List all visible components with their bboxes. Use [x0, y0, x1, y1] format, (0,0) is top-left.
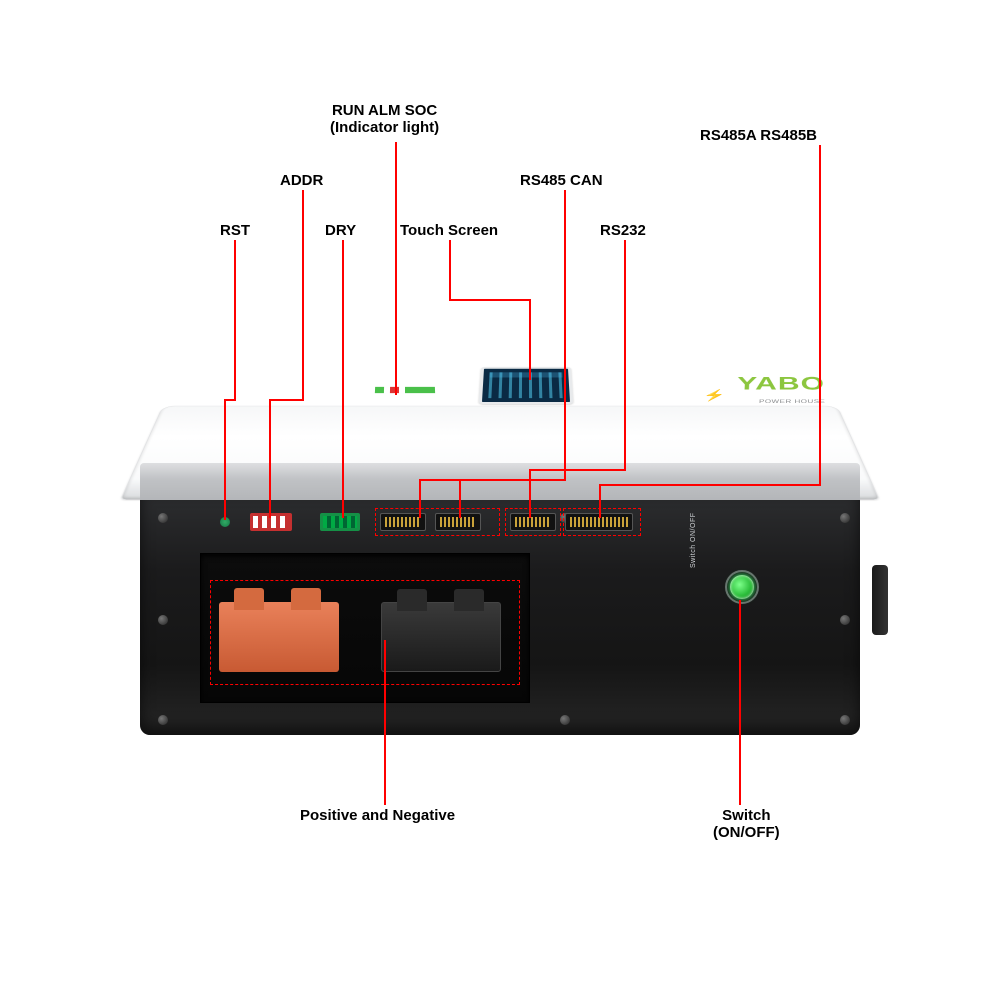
label-positive-negative: Positive and Negative — [300, 807, 455, 824]
label-addr: ADDR — [280, 172, 323, 189]
label-dry: DRY — [325, 222, 356, 239]
dashed-highlight — [375, 508, 500, 536]
brand-logo: YABO — [736, 374, 825, 395]
label-run-alm-soc: RUN ALM SOC (Indicator light) — [330, 102, 439, 136]
device-front-upper — [140, 463, 860, 503]
screw-icon — [158, 513, 168, 523]
power-button — [730, 575, 754, 599]
touch-screen — [479, 367, 573, 404]
addr-dip-switch — [250, 513, 292, 531]
label-touch-screen: Touch Screen — [400, 222, 498, 239]
screw-icon — [560, 715, 570, 725]
dashed-highlight — [505, 508, 561, 536]
label-rs485-can: RS485 CAN — [520, 172, 603, 189]
screw-icon — [840, 615, 850, 625]
label-rs485a-rs485b: RS485A RS485B — [700, 127, 817, 144]
lightning-icon: ⚡ — [702, 389, 725, 402]
label-rs232: RS232 — [600, 222, 646, 239]
brand-subtext: POWER HOUSE — [758, 399, 825, 405]
dry-contact-port — [320, 513, 360, 531]
dashed-highlight — [210, 580, 520, 685]
side-handle — [872, 565, 888, 635]
label-rst: RST — [220, 222, 250, 239]
screw-icon — [840, 513, 850, 523]
power-button-label: Switch ON/OFF — [690, 512, 697, 568]
screw-icon — [158, 615, 168, 625]
rst-port — [220, 517, 230, 527]
indicator-lights — [375, 387, 435, 393]
screw-icon — [158, 715, 168, 725]
dashed-highlight — [563, 508, 641, 536]
device: ⚡ YABO POWER HOUSE Switch ON/OFF — [120, 315, 880, 735]
label-switch: Switch (ON/OFF) — [713, 807, 780, 841]
screw-icon — [840, 715, 850, 725]
